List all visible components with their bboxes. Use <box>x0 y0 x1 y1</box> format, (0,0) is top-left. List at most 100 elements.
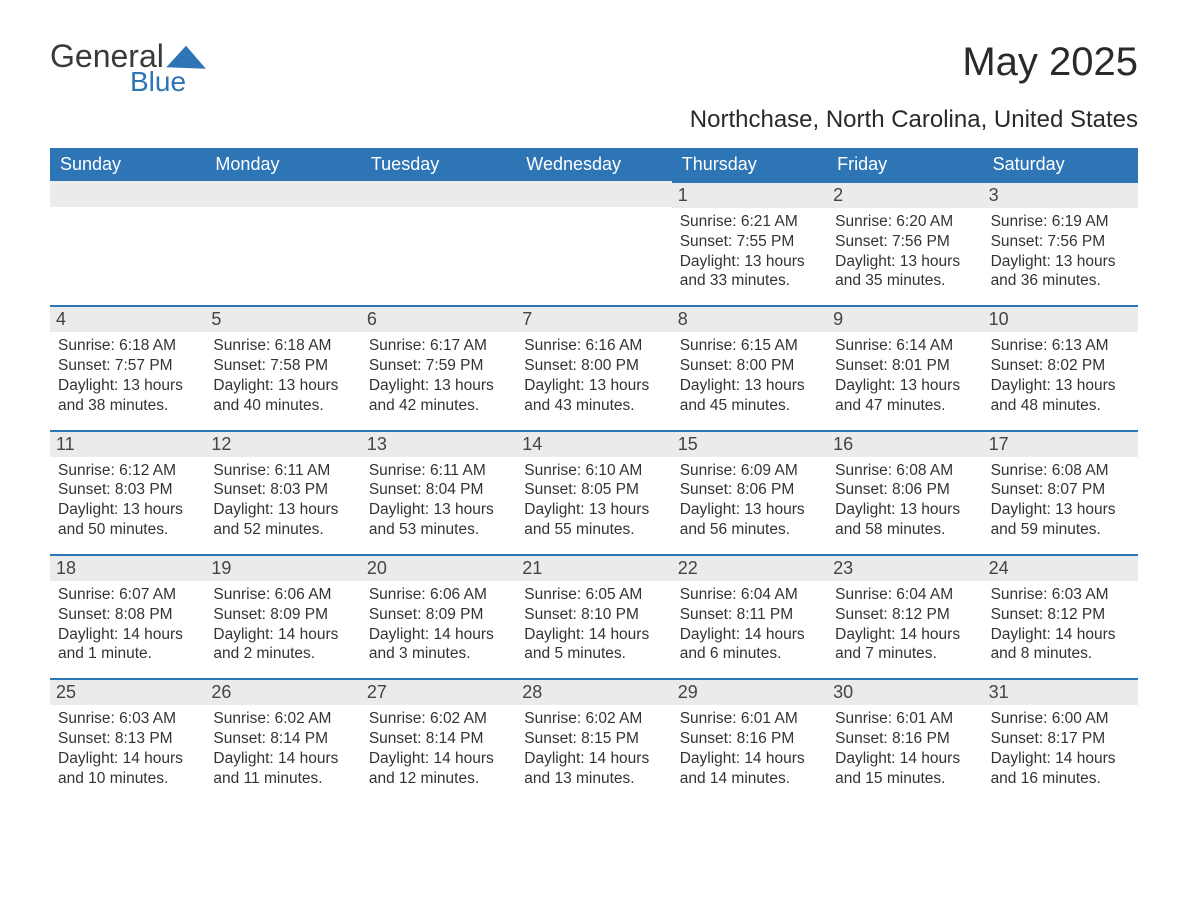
day-header: Saturday <box>983 148 1138 181</box>
daylight-text: Daylight: 13 hours and 48 minutes. <box>991 376 1130 416</box>
day-number: 13 <box>361 430 516 457</box>
calendar-cell: 10Sunrise: 6:13 AMSunset: 8:02 PMDayligh… <box>983 305 1138 429</box>
sunset-text: Sunset: 8:03 PM <box>58 480 197 500</box>
day-number: 15 <box>672 430 827 457</box>
day-number: 28 <box>516 678 671 705</box>
sunrise-text: Sunrise: 6:15 AM <box>680 336 819 356</box>
sunset-text: Sunset: 8:13 PM <box>58 729 197 749</box>
sunrise-text: Sunrise: 6:18 AM <box>213 336 352 356</box>
logo-triangle-icon <box>166 45 213 68</box>
daylight-text: Daylight: 13 hours and 42 minutes. <box>369 376 508 416</box>
calendar-cell: 18 Sunrise: 6:07 AMSunset: 8:08 PMDayligh… <box>50 554 205 678</box>
daylight-text: Daylight: 14 hours and 2 minutes. <box>213 625 352 665</box>
daylight-text: Daylight: 13 hours and 33 minutes. <box>680 252 819 292</box>
sunrise-text: Sunrise: 6:02 AM <box>524 709 663 729</box>
calendar-cell: 17Sunrise: 6:08 AMSunset: 8:07 PMDayligh… <box>983 430 1138 554</box>
daylight-text: Daylight: 14 hours and 14 minutes. <box>680 749 819 789</box>
day-header: Monday <box>205 148 360 181</box>
calendar-cell: 14Sunrise: 6:10 AMSunset: 8:05 PMDayligh… <box>516 430 671 554</box>
calendar-cell: 4Sunrise: 6:18 AMSunset: 7:57 PMDaylight… <box>50 305 205 429</box>
sunrise-text: Sunrise: 6:09 AM <box>680 461 819 481</box>
day-number: 3 <box>983 181 1138 208</box>
calendar-cell <box>50 181 205 305</box>
day-header: Tuesday <box>361 148 516 181</box>
page-title: May 2025 <box>962 40 1138 85</box>
calendar-cell: 25Sunrise: 6:03 AMSunset: 8:13 PMDayligh… <box>50 678 205 802</box>
day-number: 19 <box>205 554 360 581</box>
calendar-cell: 28 Sunrise: 6:02 AMSunset: 8:15 PMDayligh… <box>516 678 671 802</box>
sunrise-text: Sunrise: 6:08 AM <box>835 461 974 481</box>
day-number: 16 <box>827 430 982 457</box>
sunrise-text: Sunrise: 6:19 AM <box>991 212 1130 232</box>
sunrise-text: Sunrise: 6:07 AM <box>58 585 197 605</box>
day-number: 27 <box>361 678 516 705</box>
sunset-text: Sunset: 8:12 PM <box>835 605 974 625</box>
sunrise-text: Sunrise: 6:00 AM <box>991 709 1130 729</box>
day-number: 7 <box>516 305 671 332</box>
empty-day-bar <box>361 181 516 207</box>
calendar-cell: 16Sunrise: 6:08 AMSunset: 8:06 PMDayligh… <box>827 430 982 554</box>
sunrise-text: Sunrise: 6:17 AM <box>369 336 508 356</box>
day-number: 8 <box>672 305 827 332</box>
calendar-cell <box>361 181 516 305</box>
sunrise-text: Sunrise: 6:14 AM <box>835 336 974 356</box>
sunset-text: Sunset: 8:16 PM <box>680 729 819 749</box>
calendar-cell: 12Sunrise: 6:11 AMSunset: 8:03 PMDayligh… <box>205 430 360 554</box>
daylight-text: Daylight: 13 hours and 58 minutes. <box>835 500 974 540</box>
day-number: 23 <box>827 554 982 581</box>
sunset-text: Sunset: 8:17 PM <box>991 729 1130 749</box>
calendar-cell: 5Sunrise: 6:18 AMSunset: 7:58 PMDaylight… <box>205 305 360 429</box>
calendar-cell: 19Sunrise: 6:06 AMSunset: 8:09 PMDayligh… <box>205 554 360 678</box>
daylight-text: Daylight: 14 hours and 15 minutes. <box>835 749 974 789</box>
sunrise-text: Sunrise: 6:18 AM <box>58 336 197 356</box>
day-number: 18 <box>50 554 205 581</box>
daylight-text: Daylight: 14 hours and 1 minute. <box>58 625 197 665</box>
calendar-cell <box>516 181 671 305</box>
daylight-text: Daylight: 13 hours and 45 minutes. <box>680 376 819 416</box>
daylight-text: Daylight: 14 hours and 16 minutes. <box>991 749 1130 789</box>
sunset-text: Sunset: 7:59 PM <box>369 356 508 376</box>
sunrise-text: Sunrise: 6:10 AM <box>524 461 663 481</box>
logo: General Blue <box>50 40 210 98</box>
sunrise-text: Sunrise: 6:13 AM <box>991 336 1130 356</box>
day-number: 12 <box>205 430 360 457</box>
sunset-text: Sunset: 8:09 PM <box>369 605 508 625</box>
day-number: 26 <box>205 678 360 705</box>
calendar-cell: 21Sunrise: 6:05 AMSunset: 8:10 PMDayligh… <box>516 554 671 678</box>
calendar-cell: 15Sunrise: 6:09 AMSunset: 8:06 PMDayligh… <box>672 430 827 554</box>
day-number: 17 <box>983 430 1138 457</box>
daylight-text: Daylight: 13 hours and 52 minutes. <box>213 500 352 540</box>
day-number: 29 <box>672 678 827 705</box>
sunset-text: Sunset: 8:00 PM <box>680 356 819 376</box>
sunset-text: Sunset: 8:07 PM <box>991 480 1130 500</box>
day-number: 11 <box>50 430 205 457</box>
daylight-text: Daylight: 13 hours and 43 minutes. <box>524 376 663 416</box>
sunset-text: Sunset: 8:04 PM <box>369 480 508 500</box>
calendar-cell: 2Sunrise: 6:20 AMSunset: 7:56 PMDaylight… <box>827 181 982 305</box>
calendar-cell: 31 Sunrise: 6:00 AMSunset: 8:17 PMDayligh… <box>983 678 1138 802</box>
day-number: 10 <box>983 305 1138 332</box>
daylight-text: Daylight: 14 hours and 3 minutes. <box>369 625 508 665</box>
daylight-text: Daylight: 13 hours and 38 minutes. <box>58 376 197 416</box>
daylight-text: Daylight: 14 hours and 13 minutes. <box>524 749 663 789</box>
calendar-cell: 3Sunrise: 6:19 AMSunset: 7:56 PMDaylight… <box>983 181 1138 305</box>
day-header: Thursday <box>672 148 827 181</box>
sunset-text: Sunset: 8:08 PM <box>58 605 197 625</box>
sunset-text: Sunset: 8:15 PM <box>524 729 663 749</box>
empty-day-bar <box>50 181 205 207</box>
day-number: 22 <box>672 554 827 581</box>
calendar-cell: 7Sunrise: 6:16 AMSunset: 8:00 PMDaylight… <box>516 305 671 429</box>
empty-day-bar <box>516 181 671 207</box>
sunset-text: Sunset: 8:03 PM <box>213 480 352 500</box>
day-number: 1 <box>672 181 827 208</box>
daylight-text: Daylight: 14 hours and 10 minutes. <box>58 749 197 789</box>
day-number: 31 <box>983 678 1138 705</box>
daylight-text: Daylight: 13 hours and 53 minutes. <box>369 500 508 540</box>
sunrise-text: Sunrise: 6:03 AM <box>991 585 1130 605</box>
sunset-text: Sunset: 7:57 PM <box>58 356 197 376</box>
sunset-text: Sunset: 7:55 PM <box>680 232 819 252</box>
day-number: 2 <box>827 181 982 208</box>
day-header: Wednesday <box>516 148 671 181</box>
sunrise-text: Sunrise: 6:12 AM <box>58 461 197 481</box>
daylight-text: Daylight: 14 hours and 12 minutes. <box>369 749 508 789</box>
